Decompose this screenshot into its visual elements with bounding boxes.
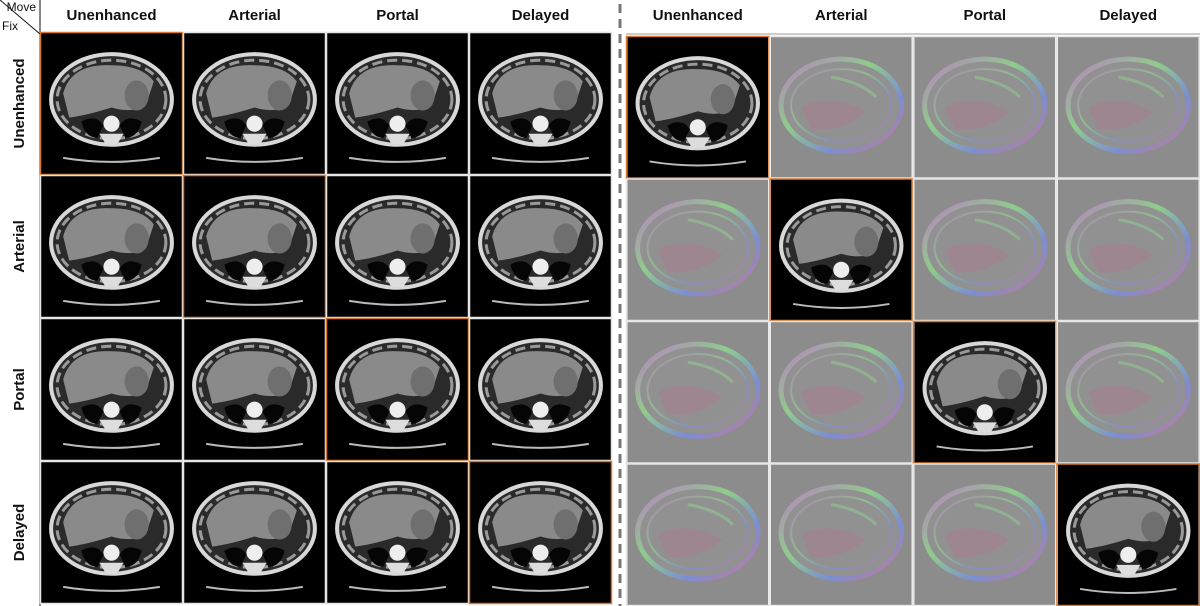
- ct-image: [915, 322, 1056, 463]
- cell-border: [182, 174, 327, 319]
- cell-border: [182, 460, 327, 605]
- cell-border: [39, 317, 184, 462]
- ct-image: [184, 176, 325, 317]
- cell-border: [912, 320, 1057, 464]
- ct-image: [470, 462, 611, 603]
- column-header: Delayed: [512, 7, 570, 24]
- column-header: Delayed: [1099, 7, 1157, 24]
- ct-image: [184, 33, 325, 174]
- cell-border: [325, 317, 470, 462]
- cell-border: [769, 320, 914, 464]
- deformation-image: [628, 322, 769, 463]
- column-header: Arterial: [815, 7, 868, 24]
- cell-border: [912, 35, 1057, 179]
- ct-image: [470, 176, 611, 317]
- row-label: Arterial: [11, 220, 28, 273]
- cell-border: [325, 460, 470, 605]
- column-header: Unenhanced: [653, 7, 743, 24]
- deformation-image: [1058, 322, 1199, 463]
- ct-image: [184, 319, 325, 460]
- ct-image: [327, 462, 468, 603]
- deformation-image: [915, 180, 1056, 321]
- cell-border: [182, 317, 327, 462]
- ct-image: [184, 462, 325, 603]
- row-label: Portal: [11, 368, 28, 411]
- ct-image: [771, 180, 912, 321]
- column-header: Unenhanced: [66, 7, 156, 24]
- ct-image: [470, 33, 611, 174]
- column-header: Arterial: [228, 7, 281, 24]
- cell-border: [769, 178, 914, 322]
- ct-image: [327, 319, 468, 460]
- cell-border: [468, 174, 613, 319]
- deformation-image: [771, 322, 912, 463]
- ct-image: [327, 33, 468, 174]
- deformation-image: [771, 465, 912, 606]
- cell-border: [468, 31, 613, 176]
- cell-border: [912, 178, 1057, 322]
- cell-border: [625, 178, 770, 322]
- ct-image: [41, 33, 182, 174]
- ct-image: [1058, 465, 1199, 606]
- deformation-image: [915, 465, 1056, 606]
- move-label: Move: [7, 0, 37, 14]
- deformation-image: [915, 37, 1056, 178]
- fix-label: Fix: [2, 19, 18, 33]
- deformation-image: [1058, 180, 1199, 321]
- ct-image: [41, 176, 182, 317]
- column-header: Portal: [376, 7, 419, 24]
- cell-border: [625, 320, 770, 464]
- cell-border: [39, 31, 184, 176]
- ct-image: [470, 319, 611, 460]
- deformation-image: [1058, 37, 1199, 178]
- cell-border: [769, 35, 914, 179]
- cell-border: [325, 31, 470, 176]
- row-label: Unenhanced: [11, 58, 28, 148]
- cell-border: [468, 317, 613, 462]
- cell-border: [182, 31, 327, 176]
- ct-image: [41, 462, 182, 603]
- column-header: Portal: [963, 7, 1006, 24]
- cell-border: [468, 460, 613, 605]
- row-label: Delayed: [11, 504, 28, 562]
- cell-border: [625, 35, 770, 179]
- ct-image: [41, 319, 182, 460]
- corner-diagonal: [0, 0, 41, 35]
- deformation-image: [628, 465, 769, 606]
- cell-border: [39, 460, 184, 605]
- ct-image: [327, 176, 468, 317]
- cell-border: [39, 174, 184, 319]
- ct-image: [628, 37, 769, 178]
- deformation-image: [771, 37, 912, 178]
- cell-border: [325, 174, 470, 319]
- deformation-image: [628, 180, 769, 321]
